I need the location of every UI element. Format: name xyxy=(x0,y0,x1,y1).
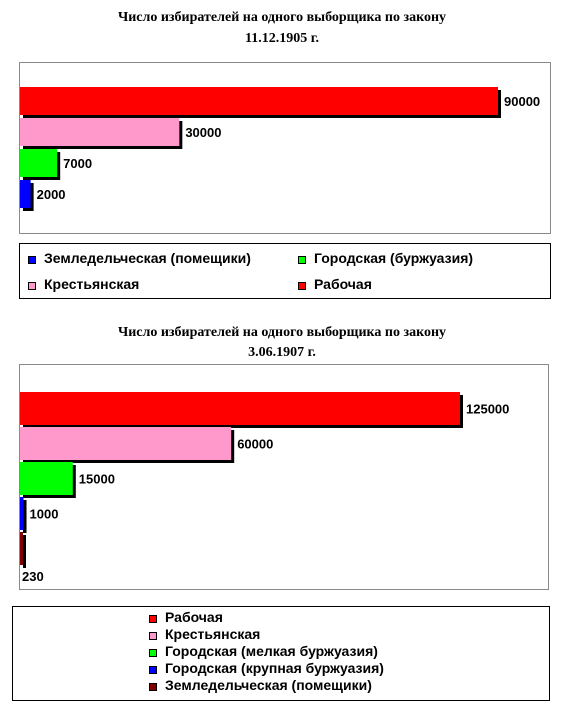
chart1-legend-item-1: Городская (буржуазия) xyxy=(298,250,473,266)
chart1-legend-swatch-0 xyxy=(28,256,36,264)
chart2-legend-label-0: Рабочая xyxy=(165,609,223,625)
chart2-legend-item-4: Земледельческая (помещики) xyxy=(149,677,372,693)
chart2-title-line2: 3.06.1907 г. xyxy=(248,345,316,360)
chart1-svg: 90000 30000 7000 2000 xyxy=(20,87,540,211)
chart2-bar-2 xyxy=(20,462,73,495)
chart1-value-label-1: 30000 xyxy=(185,125,221,140)
chart1-value-label-0: 90000 xyxy=(504,94,540,109)
chart2-legend: Рабочая Крестьянская Городская (мелкая б… xyxy=(12,606,550,701)
chart2-bar-shadow-4 xyxy=(23,535,26,568)
chart2-legend-swatch-4 xyxy=(149,683,157,691)
chart1-bar-1 xyxy=(20,118,180,146)
chart2-title-line1: Число избирателей на одного выборщика по… xyxy=(117,325,447,340)
chart2-svg: 125000 60000 15000 1000 230 xyxy=(20,392,509,584)
chart2-legend-label-2: Городская (мелкая буржуазия) xyxy=(165,643,378,659)
chart1-legend-swatch-1 xyxy=(298,256,306,264)
chart2-plot-area: 125000 60000 15000 1000 230 xyxy=(19,364,549,590)
chart1-legend-label-2: Крестьянская xyxy=(44,276,140,292)
chart1-plot-area: 90000 30000 7000 2000 xyxy=(19,62,551,234)
chart2-legend-swatch-2 xyxy=(149,649,157,657)
chart1-legend-item-0: Земледельческая (помещики) xyxy=(28,250,251,266)
chart1-legend-label-1: Городская (буржуазия) xyxy=(314,250,474,266)
chart1-legend-label-3: Рабочая xyxy=(314,276,372,292)
chart1-legend-label-0: Земледельческая (помещики) xyxy=(44,250,251,266)
chart2-legend-item-0: Рабочая xyxy=(149,609,223,625)
chart1-value-label-2: 7000 xyxy=(63,156,92,171)
chart1-bar-0 xyxy=(20,87,498,115)
chart2-value-label-2: 15000 xyxy=(79,472,115,487)
chart1-legend-swatch-3 xyxy=(298,282,306,290)
chart2-legend-label-4: Земледельческая (помещики) xyxy=(165,677,372,693)
chart2-legend-item-1: Крестьянская xyxy=(149,626,260,642)
chart1-bar-2 xyxy=(20,149,58,177)
chart2-legend-swatch-0 xyxy=(149,615,157,623)
chart1-legend: Земледельческая (помещики) Городская (бу… xyxy=(19,243,551,299)
chart1-bar-3 xyxy=(20,180,31,208)
chart2-legend-swatch-1 xyxy=(149,632,157,640)
chart1-title-line2: 11.12.1905 г. xyxy=(244,31,319,46)
chart2-value-label-3: 1000 xyxy=(30,507,59,522)
chart2-value-label-0: 125000 xyxy=(466,402,509,417)
chart1-title-line1: Число избирателей на одного выборщика по… xyxy=(117,10,447,25)
chart1-legend-swatch-2 xyxy=(28,282,36,290)
chart2-bar-1 xyxy=(20,427,232,460)
chart2-bar-0 xyxy=(20,392,460,425)
chart2-bar-shadow-3 xyxy=(23,500,27,533)
chart2-legend-label-3: Городская (крупная буржуазия) xyxy=(165,660,384,676)
chart2-bar-3 xyxy=(20,497,24,530)
chart2-legend-swatch-3 xyxy=(149,666,157,674)
chart2-value-label-4: 230 xyxy=(22,569,44,584)
chart2-legend-item-3: Городская (крупная буржуазия) xyxy=(149,660,384,676)
chart1-value-label-3: 2000 xyxy=(37,187,66,202)
chart2-value-label-1: 60000 xyxy=(237,437,273,452)
chart2-bar-4 xyxy=(20,532,23,565)
chart2-legend-label-1: Крестьянская xyxy=(165,626,261,642)
chart1-legend-item-2: Крестьянская xyxy=(28,276,139,292)
chart1-legend-item-3: Рабочая xyxy=(298,276,372,292)
chart2-legend-item-2: Городская (мелкая буржуазия) xyxy=(149,643,378,659)
